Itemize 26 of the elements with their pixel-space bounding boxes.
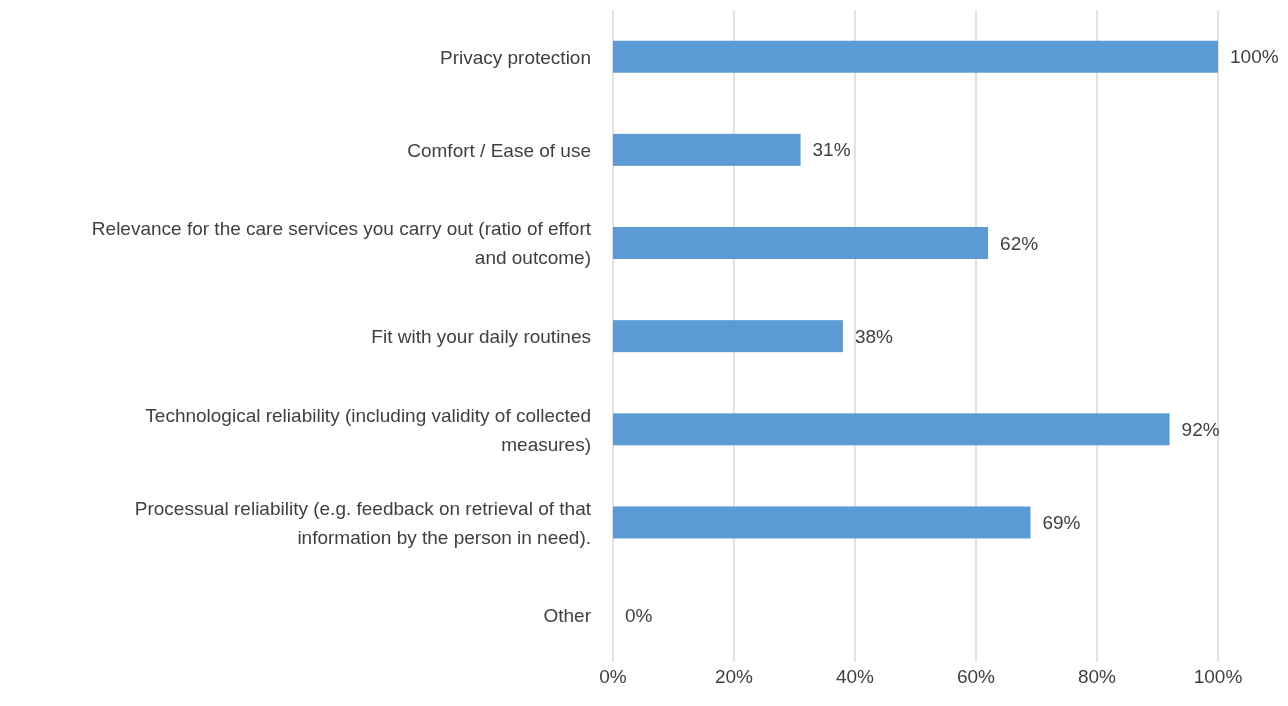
- bar: [613, 320, 843, 353]
- bar: [613, 413, 1170, 446]
- data-label: 62%: [1000, 232, 1039, 254]
- y-tick-label: Privacy protection: [439, 46, 591, 68]
- y-tick-label: Other: [543, 604, 592, 626]
- data-label: 31%: [812, 139, 851, 161]
- bar: [613, 506, 1031, 539]
- data-label: 100%: [1230, 46, 1279, 68]
- x-tick-label: 0%: [599, 666, 627, 688]
- y-tick-label: Processual reliability (e.g. feedback on retrieval of that information by the person in need).: [134, 497, 592, 548]
- y-tick-label: Fit with your daily routines: [371, 325, 591, 347]
- x-tick-label: 20%: [714, 666, 754, 688]
- bar: [613, 133, 801, 166]
- x-tick-label: 60%: [956, 666, 996, 688]
- x-tick-label: 40%: [835, 666, 875, 688]
- x-tick-label: 80%: [1077, 666, 1117, 688]
- data-label: 38%: [854, 325, 894, 347]
- bar: [613, 40, 1218, 73]
- y-tick-label: Comfort / Ease of use: [407, 139, 591, 161]
- data-label: 92%: [1181, 418, 1220, 440]
- data-label: 0%: [625, 605, 653, 627]
- y-tick-label: Relevance for the care services you carry out (ratio of effort and outcome): [91, 217, 592, 268]
- data-label: 69%: [1042, 511, 1081, 533]
- y-tick-label: Technological reliability (including validity of collected measures): [145, 404, 591, 455]
- x-tick-label: 100%: [1193, 666, 1243, 688]
- bar: [613, 227, 989, 260]
